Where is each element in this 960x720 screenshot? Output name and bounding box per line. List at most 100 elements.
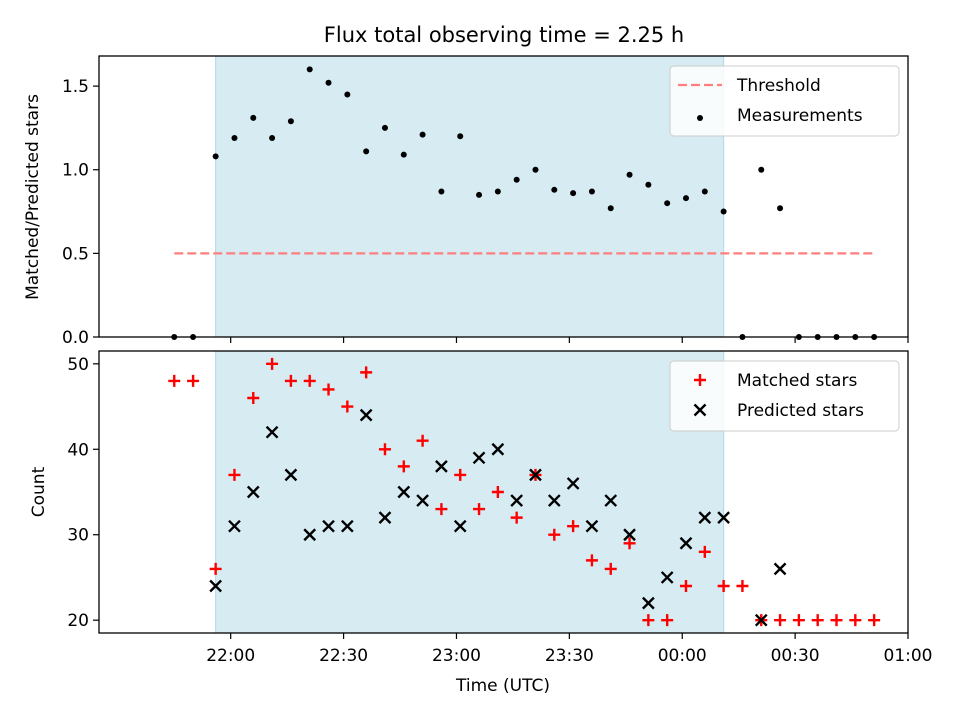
top-measurement-point [231,134,238,141]
top-measurement-point [588,188,595,195]
top-measurement-point [758,166,765,173]
bottom-ytick-label: 20 [67,611,89,631]
bottom-ytick-label: 40 [67,440,89,460]
bottom-predicted-point [359,408,373,422]
bottom-ylabel: Count [29,466,49,517]
top-legend-box [669,65,900,137]
bottom-matched-point [585,554,598,567]
bottom-predicted-point [284,468,298,482]
bottom-matched-point [228,468,241,481]
bottom-matched-point [548,528,561,541]
top-measurement-point [325,79,332,86]
bottom-predicted-point [717,511,730,524]
bottom-axes-frame [98,350,909,634]
bottom-predicted-point [209,579,222,593]
bottom-matched-point [266,357,279,370]
bottom-matched-point [209,562,222,575]
xaxis-label: Time (UTC) [455,676,550,696]
top-measurement-point [494,188,501,195]
bottom-predicted-point [604,494,618,507]
top-measurement-point [626,171,633,178]
bottom-legend-label: Matched stars [737,371,857,391]
top-legend: Threshold Measurements [669,65,900,137]
bottom-xtick-label: 23:00 [432,646,481,666]
bottom-predicted-point [698,511,712,524]
top-ylabel: Matched/Predicted stars [23,94,43,300]
bottom-matched-point [679,580,692,592]
bottom-predicted-point [472,451,486,465]
bottom-predicted-point [754,613,768,627]
bottom-matched-point [698,545,711,558]
bottom-matched-point [322,383,335,396]
bottom-matched-point [491,486,504,498]
bottom-xtick-label: 22:00 [206,646,255,666]
top-measurement-point [777,205,784,212]
bottom-predicted-point [679,536,693,550]
bottom-matched-point [604,562,617,575]
top-measurement-point [419,131,426,138]
bottom-matched-point [435,503,448,516]
top-legend-measurement-swatch [697,115,703,121]
bottom-predicted-point [660,571,674,584]
bottom-panel: 20 30 40 50 22:00 22:30 23:00 23:30 00:00 00:30 01… [67,350,933,666]
bottom-predicted-point [228,519,241,533]
bottom-matched-point [341,400,354,413]
bottom-predicted-point [585,519,599,533]
bottom-predicted-point [397,485,411,499]
top-measurement-point [250,114,257,121]
bottom-matched-point [642,614,655,627]
bottom-matched-point [454,468,467,481]
bottom-matched-point [736,580,749,592]
top-ytick-label: 0.0 [62,328,89,348]
bottom-predicted-point [773,562,787,576]
top-measurement-point [381,124,388,131]
bottom-legend-label: Predicted stars [737,401,864,421]
top-legend-label: Measurements [737,106,863,126]
bottom-matched-point [811,614,824,627]
top-observing-window [215,55,725,338]
bottom-matched-point [774,614,787,627]
bottom-predicted-point [303,528,317,542]
bottom-legend: Matched stars Predicted stars [669,360,900,432]
bottom-matched-point [168,374,181,387]
bottom-matched-point [187,374,200,387]
top-measurement-point [287,118,294,125]
bottom-xtick-label: 00:00 [658,646,707,666]
top-ytick-label: 1.5 [62,77,89,97]
top-measurement-point [363,148,370,155]
bottom-matched-point [284,374,297,387]
bottom-predicted-point [453,519,467,533]
top-legend-label: Threshold [736,76,821,96]
top-measurement-point [212,153,219,160]
top-measurement-point [344,91,351,98]
top-measurement-point [457,133,464,140]
bottom-predicted-point [510,494,524,507]
top-measurement-point [269,134,276,141]
bottom-predicted-point [435,460,448,473]
bottom-predicted-point [246,485,260,499]
bottom-predicted-point [547,494,561,507]
bottom-matched-point [510,511,523,524]
bottom-predicted-point [340,519,354,533]
bottom-xtick-label: 22:30 [319,646,368,666]
bottom-predicted-point [623,528,636,542]
top-measurement-point [551,186,558,193]
top-measurement-point [664,200,671,207]
bottom-legend-predicted-swatch [693,403,707,417]
bottom-xtick-label: 23:30 [545,646,594,666]
bottom-observing-window [215,350,725,634]
bottom-matched-point [397,460,410,473]
top-measurement-point [701,188,708,195]
bottom-predicted-point [529,468,542,482]
bottom-predicted-point [265,425,279,439]
top-measurement-point [532,166,539,173]
top-measurement-point [400,151,407,158]
top-measurement-point [720,208,727,215]
top-ytick-label: 0.5 [62,244,89,264]
bottom-predicted-point [322,519,335,533]
bottom-matched-point [416,434,429,447]
bottom-matched-point [567,520,580,533]
top-measurement-point [438,188,445,195]
bottom-predicted-point [566,477,580,490]
top-measurement-point [645,181,652,188]
